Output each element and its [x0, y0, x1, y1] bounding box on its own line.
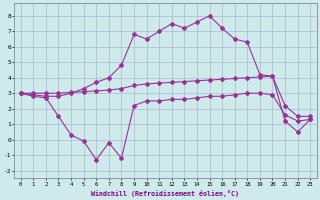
X-axis label: Windchill (Refroidissement éolien,°C): Windchill (Refroidissement éolien,°C)	[92, 190, 239, 197]
